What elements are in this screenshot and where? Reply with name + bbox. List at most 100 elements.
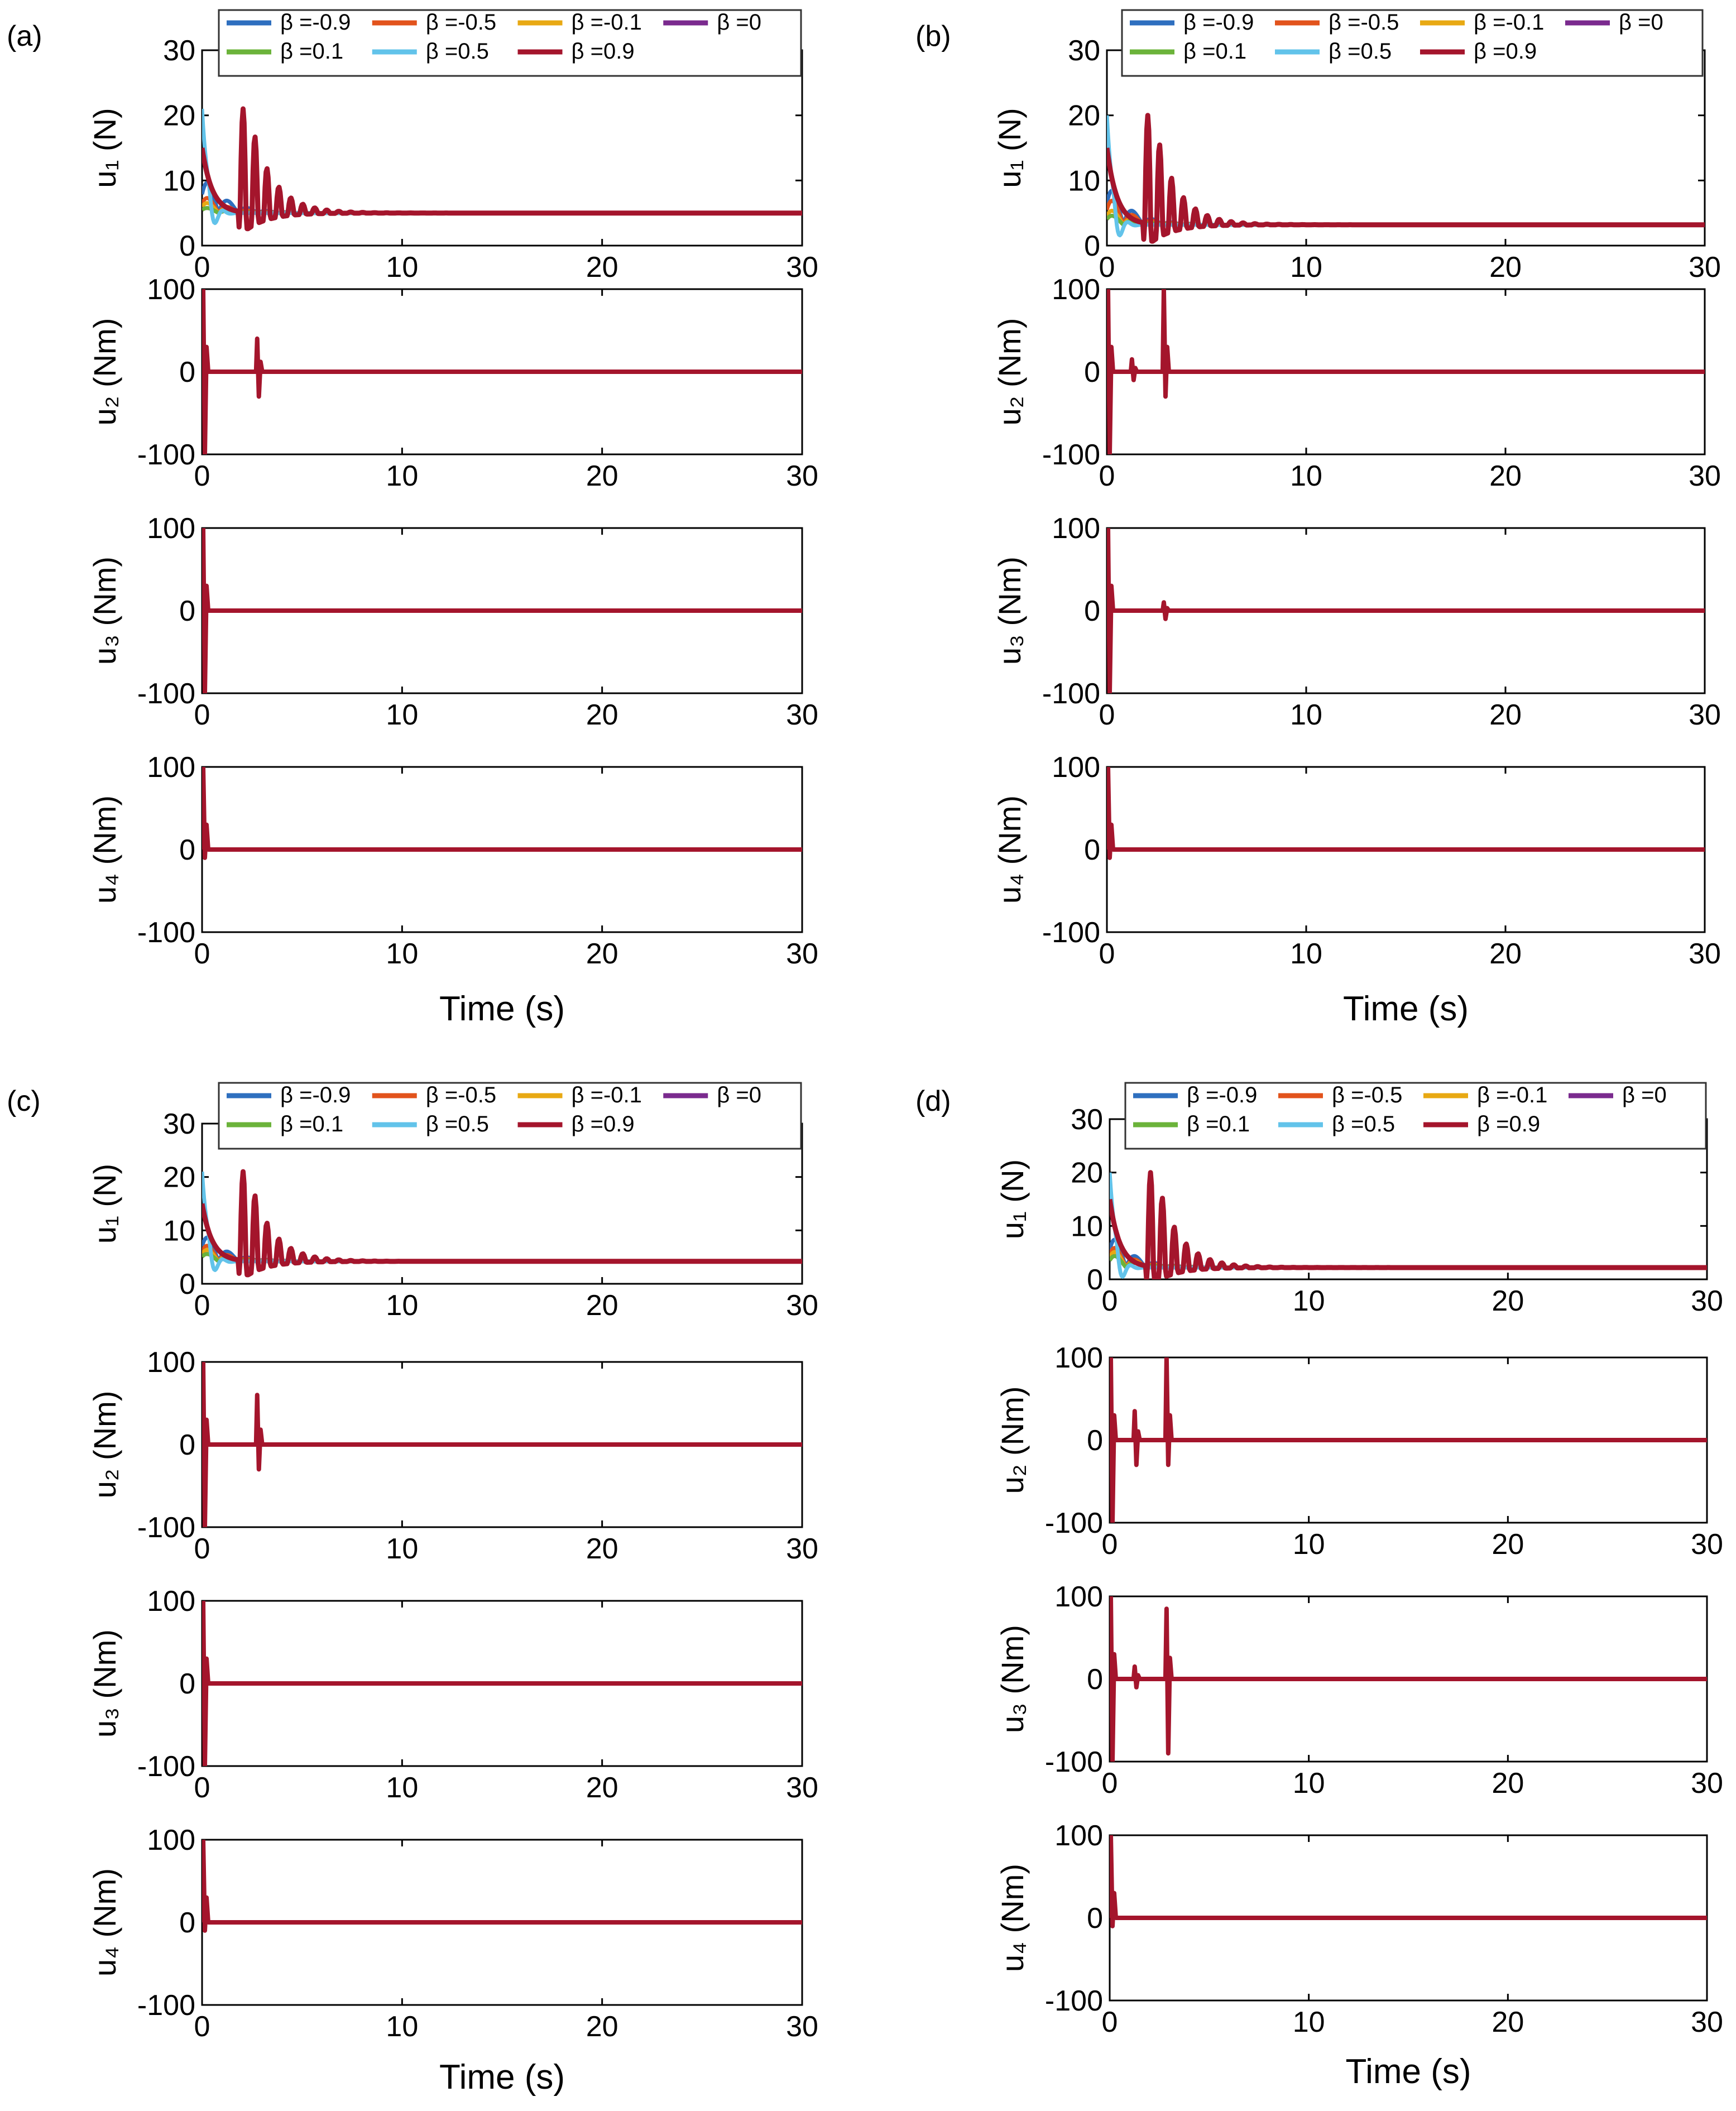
y-tick-label: 100 — [147, 512, 195, 545]
x-tick-label: 0 — [1102, 1285, 1118, 1317]
y-axis-label: u₁ (N) — [992, 108, 1027, 188]
y-tick-label: 0 — [179, 1268, 195, 1301]
series-line-beta-0.9 — [1110, 1596, 1707, 1762]
x-tick-label: 20 — [586, 1772, 618, 1804]
y-axis-label: u₂ (Nm) — [992, 318, 1027, 426]
y-axis-label: u₄ (Nm) — [995, 1864, 1030, 1972]
y-tick-label: 10 — [163, 165, 195, 197]
legend-entry: β =0.1 — [1187, 1112, 1250, 1136]
x-tick-label: 20 — [586, 1533, 618, 1565]
x-tick-label: 0 — [1099, 251, 1115, 284]
series-group — [1110, 1835, 1707, 1928]
legend-entry: β =0.5 — [426, 39, 489, 64]
x-tick-label: 10 — [386, 1289, 418, 1322]
y-tick-label: 30 — [1068, 35, 1100, 67]
series-line-beta-0.9 — [1107, 767, 1705, 860]
y-tick-label: 100 — [147, 1585, 195, 1618]
series-group — [1110, 1357, 1707, 1523]
x-tick-label: 0 — [1099, 699, 1115, 731]
legend-entry: β =-0.5 — [1332, 1083, 1402, 1107]
subplot-u1: 0 10 20 30 0 10 20 30 u₁ (N) — [87, 1108, 818, 1322]
y-axis-label: u₃ (Nm) — [995, 1625, 1030, 1733]
y-tick-label: -100 — [137, 1750, 195, 1783]
series-group — [202, 528, 802, 693]
x-tick-label: 10 — [386, 2011, 418, 2043]
series-line-beta-0.9 — [1110, 1835, 1707, 1928]
x-tick-label: 10 — [1293, 1528, 1325, 1561]
y-tick-label: 100 — [1052, 512, 1100, 545]
axes-box — [1106, 49, 1706, 247]
x-tick-label: 0 — [1102, 2006, 1118, 2038]
series-group — [202, 106, 802, 232]
y-axis-label: u₄ (Nm) — [87, 795, 122, 904]
y-tick-label: 0 — [1087, 1264, 1103, 1296]
y-tick-label: -100 — [137, 678, 195, 710]
y-tick-label: 100 — [1052, 751, 1100, 784]
x-tick-label: 30 — [786, 460, 818, 492]
x-tick-label: 30 — [786, 938, 818, 970]
x-tick-label: 30 — [1691, 1528, 1723, 1561]
legend-entry: β =-0.1 — [572, 10, 642, 35]
x-axis-label: Time (s) — [439, 990, 565, 1028]
legend: β =-0.9 β =-0.5 β =-0.1 β =0 β =0.1 β =0.5 β =… — [1121, 9, 1704, 77]
y-tick-label: 0 — [179, 1429, 195, 1461]
legend-entry: β =0.1 — [280, 1112, 343, 1136]
panel-label: (a) — [7, 20, 42, 52]
legend-entry: β =-0.5 — [426, 1083, 496, 1107]
x-tick-label: 20 — [586, 938, 618, 970]
series-line-beta-0.9 — [202, 528, 802, 693]
y-tick-label: 100 — [1054, 1581, 1103, 1613]
y-tick-label: 0 — [179, 1907, 195, 1939]
series-line-beta-0.9 — [1107, 528, 1705, 693]
legend-entry: β =0.9 — [1477, 1112, 1540, 1136]
x-tick-label: 0 — [194, 1772, 210, 1804]
series-group — [202, 289, 802, 454]
y-tick-label: 0 — [1087, 1902, 1103, 1935]
series-line-beta-0.9 — [1110, 1357, 1707, 1523]
y-tick-label: 0 — [179, 1668, 195, 1700]
y-tick-label: -100 — [1045, 1985, 1103, 2017]
x-tick-label: 10 — [386, 460, 418, 492]
x-tick-label: 20 — [1489, 699, 1522, 731]
y-axis-label: u₁ (N) — [995, 1159, 1030, 1239]
legend: β =-0.9 β =-0.5 β =-0.1 β =0 β =0.1 β =0.5 β =… — [1124, 1082, 1707, 1150]
x-tick-label: 10 — [386, 938, 418, 970]
y-tick-label: 0 — [1084, 595, 1100, 627]
y-tick-label: 20 — [1071, 1157, 1103, 1189]
x-tick-label: 10 — [386, 1772, 418, 1804]
y-axis-label: u₃ (Nm) — [992, 556, 1027, 665]
series-line-beta-0.9 — [202, 1840, 802, 1933]
y-axis-label: u₁ (N) — [87, 1164, 122, 1244]
x-tick-label: 20 — [586, 1289, 618, 1322]
legend-entry: β =-0.1 — [572, 1083, 642, 1107]
series-group — [202, 1169, 802, 1278]
legend-entry: β =-0.5 — [426, 10, 496, 35]
legend-entry: β =0.9 — [572, 39, 635, 64]
legend-entry: β =0 — [717, 10, 761, 35]
x-tick-label: 0 — [194, 2011, 210, 2043]
x-tick-label: 30 — [786, 699, 818, 731]
y-tick-label: -100 — [1042, 678, 1100, 710]
y-tick-label: 100 — [147, 1824, 195, 1856]
x-tick-label: 10 — [386, 1533, 418, 1565]
x-tick-label: 30 — [1689, 251, 1721, 284]
series-line-beta-0.9 — [202, 767, 802, 860]
y-tick-label: -100 — [1042, 917, 1100, 949]
series-line-beta-0.9 — [1110, 1170, 1707, 1279]
legend-entry: β =0.9 — [1474, 39, 1537, 64]
x-tick-label: 10 — [386, 251, 418, 284]
series-line-beta-0.9 — [202, 289, 802, 454]
x-tick-label: 30 — [1689, 460, 1721, 492]
y-tick-label: 0 — [1084, 834, 1100, 866]
series-group — [1107, 528, 1705, 693]
series-group — [202, 1840, 802, 1933]
